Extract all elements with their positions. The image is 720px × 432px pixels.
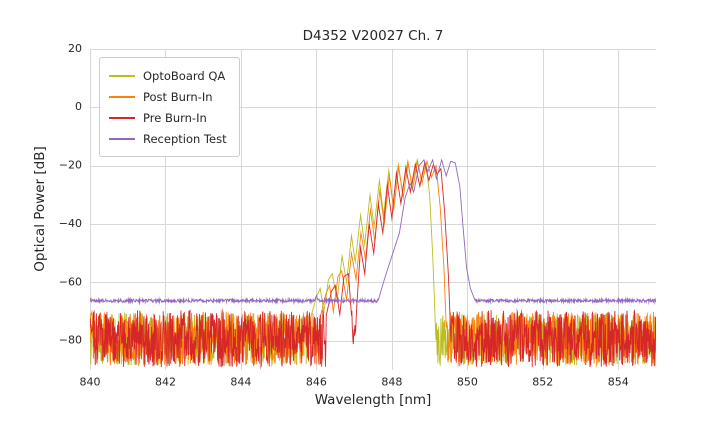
legend-item-optoboard-qa: OptoBoard QA <box>109 65 227 86</box>
y-axis-label: Optical Power [dB] <box>32 146 48 272</box>
legend-line-swatch <box>109 116 135 119</box>
legend-line-swatch <box>109 95 135 98</box>
chart-title: D4352 V20027 Ch. 7 <box>302 28 444 44</box>
legend-line-swatch <box>109 74 135 77</box>
legend-item-pre-burn-in: Pre Burn-In <box>109 107 227 128</box>
legend-item-post-burn-in: Post Burn-In <box>109 86 227 107</box>
legend-item-reception-test: Reception Test <box>109 128 227 149</box>
x-axis-label: Wavelength [nm] <box>314 392 432 408</box>
legend-item-label: Reception Test <box>143 131 227 146</box>
legend: OptoBoard QA Post Burn-In Pre Burn-In Recep… <box>99 57 240 157</box>
legend-item-label: Post Burn-In <box>143 89 213 104</box>
legend-item-label: OptoBoard QA <box>143 68 226 83</box>
legend-item-label: Pre Burn-In <box>143 110 207 125</box>
legend-line-swatch <box>109 137 135 140</box>
